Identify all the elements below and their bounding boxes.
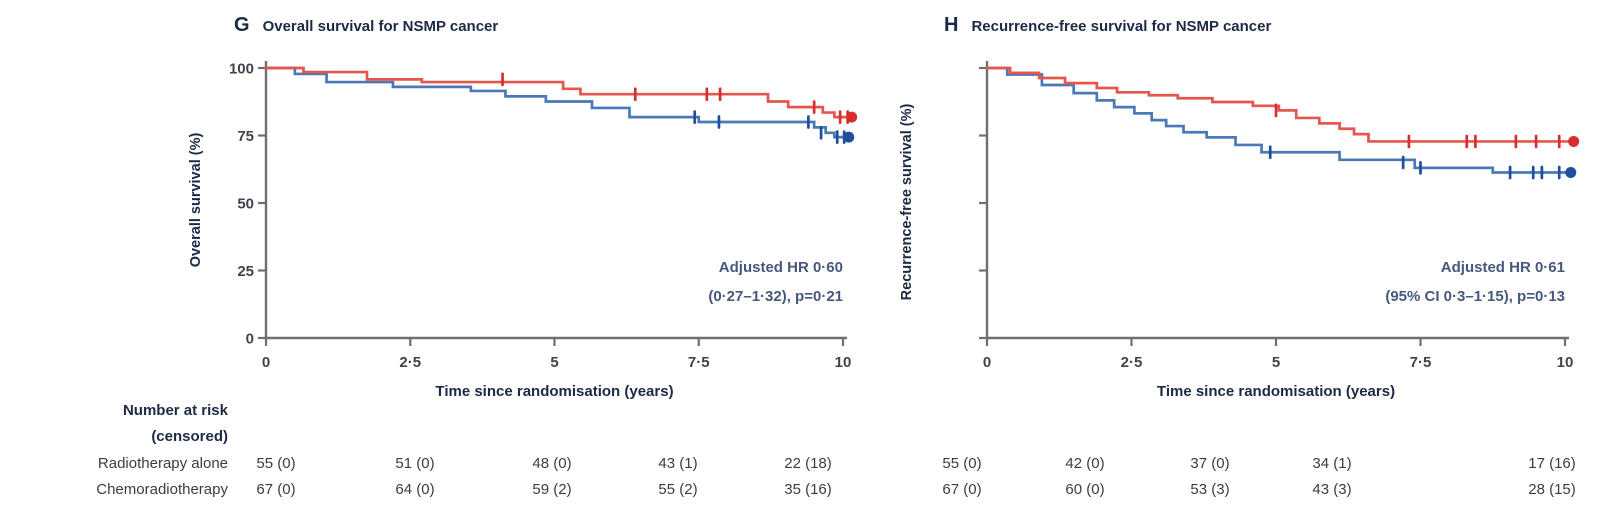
curve-end-marker-red [1568, 135, 1580, 147]
x-tick-label: 0 [983, 354, 991, 371]
risk-cell-g: 22 (18) [784, 455, 832, 472]
survival-curve-red [985, 66, 1576, 143]
risk-cell-h: 34 (1) [1312, 455, 1352, 472]
x-tick-label: 7·5 [1410, 354, 1432, 371]
panel-h-x-axis-label: Time since randomisation (years) [1156, 383, 1396, 400]
panel-h-hr-line1: Adjusted HR 0·61 [1440, 259, 1565, 276]
risk-cell-g: 48 (0) [532, 455, 572, 472]
panel-h-y-axis-label: Recurrence-free survival (%) [899, 103, 915, 301]
risk-row-label-radiotherapy-alone: Radiotherapy alone [97, 455, 228, 472]
x-tick-label: 10 [1557, 354, 1574, 371]
risk-cell-h: 67 (0) [942, 481, 982, 498]
risk-cell-g: 55 (0) [256, 455, 296, 472]
panel-h-hr-line2: (95% CI 0·3–1·15), p=0·13 [1385, 288, 1565, 305]
survival-curve-blue [985, 66, 1573, 174]
survival-curve-blue [264, 66, 851, 139]
x-tick-label: 5 [550, 354, 558, 371]
panel-h-hr-annotation: Adjusted HR 0·61 (95% CI 0·3–1·15), p=0·… [987, 253, 1565, 311]
y-tick-label: 100 [229, 61, 254, 78]
panel-g-survival-chart: 100 75 50 25 00 2·5 5 7·5 10 [229, 61, 858, 371]
y-tick-label: 50 [237, 196, 254, 213]
curve-end-marker-red [846, 111, 858, 123]
y-tick-label: 25 [237, 263, 254, 280]
risk-cell-h: 37 (0) [1190, 455, 1230, 472]
panel-g-letter: G [234, 14, 250, 36]
x-tick-label: 5 [1272, 354, 1280, 371]
risk-cell-h: 42 (0) [1065, 455, 1105, 472]
x-tick-label: 2·5 [1121, 354, 1143, 371]
panel-h-title: H Recurrence-free survival for NSMP canc… [944, 14, 1271, 37]
risk-cell-h: 17 (16) [1528, 455, 1576, 472]
risk-cell-h: 43 (3) [1312, 481, 1352, 498]
risk-table-header-line2: (censored) [151, 428, 228, 445]
risk-table-header-line1: Number at risk [122, 402, 228, 419]
risk-table-header: Number at risk (censored) [0, 398, 228, 450]
x-tick-label: 10 [835, 354, 852, 371]
panel-g-hr-annotation: Adjusted HR 0·60 (0·27–1·32), p=0·21 [266, 253, 843, 311]
survival-curve-red [264, 66, 854, 119]
risk-cell-h: 28 (15) [1528, 481, 1576, 498]
risk-cell-g: 51 (0) [395, 455, 435, 472]
panel-g-hr-line1: Adjusted HR 0·60 [718, 259, 843, 276]
risk-cell-g: 35 (16) [784, 481, 832, 498]
risk-cell-g: 55 (2) [658, 481, 698, 498]
x-tick-label: 2·5 [399, 354, 421, 371]
curve-end-marker-blue [1565, 166, 1577, 178]
curve-end-marker-blue [843, 131, 855, 143]
risk-row-label-chemoradiotherapy: Chemoradiotherapy [96, 481, 228, 498]
risk-cell-h: 60 (0) [1065, 481, 1105, 498]
x-tick-label: 0 [262, 354, 270, 371]
y-tick-label: 75 [237, 128, 254, 145]
panel-g-title: G Overall survival for NSMP cancer [234, 14, 498, 37]
panel-g-y-axis-label: Overall survival (%) [188, 132, 204, 268]
panel-g-x-axis-label: Time since randomisation (years) [435, 383, 674, 400]
panel-g-title-text: Overall survival for NSMP cancer [262, 18, 499, 35]
risk-cell-h: 53 (3) [1190, 481, 1230, 498]
risk-cell-h: 55 (0) [942, 455, 982, 472]
y-tick-label: 0 [246, 331, 254, 348]
panel-h-title-text: Recurrence-free survival for NSMP cancer [971, 18, 1272, 35]
x-tick-label: 7·5 [688, 354, 710, 371]
panel-h-survival-chart: 0 2·5 5 7·5 10 [979, 61, 1580, 371]
risk-cell-g: 43 (1) [658, 455, 698, 472]
risk-cell-g: 64 (0) [395, 481, 435, 498]
risk-cell-g: 59 (2) [532, 481, 572, 498]
risk-cell-g: 67 (0) [256, 481, 296, 498]
panel-g-hr-line2: (0·27–1·32), p=0·21 [708, 288, 843, 305]
panel-h-letter: H [944, 14, 959, 36]
